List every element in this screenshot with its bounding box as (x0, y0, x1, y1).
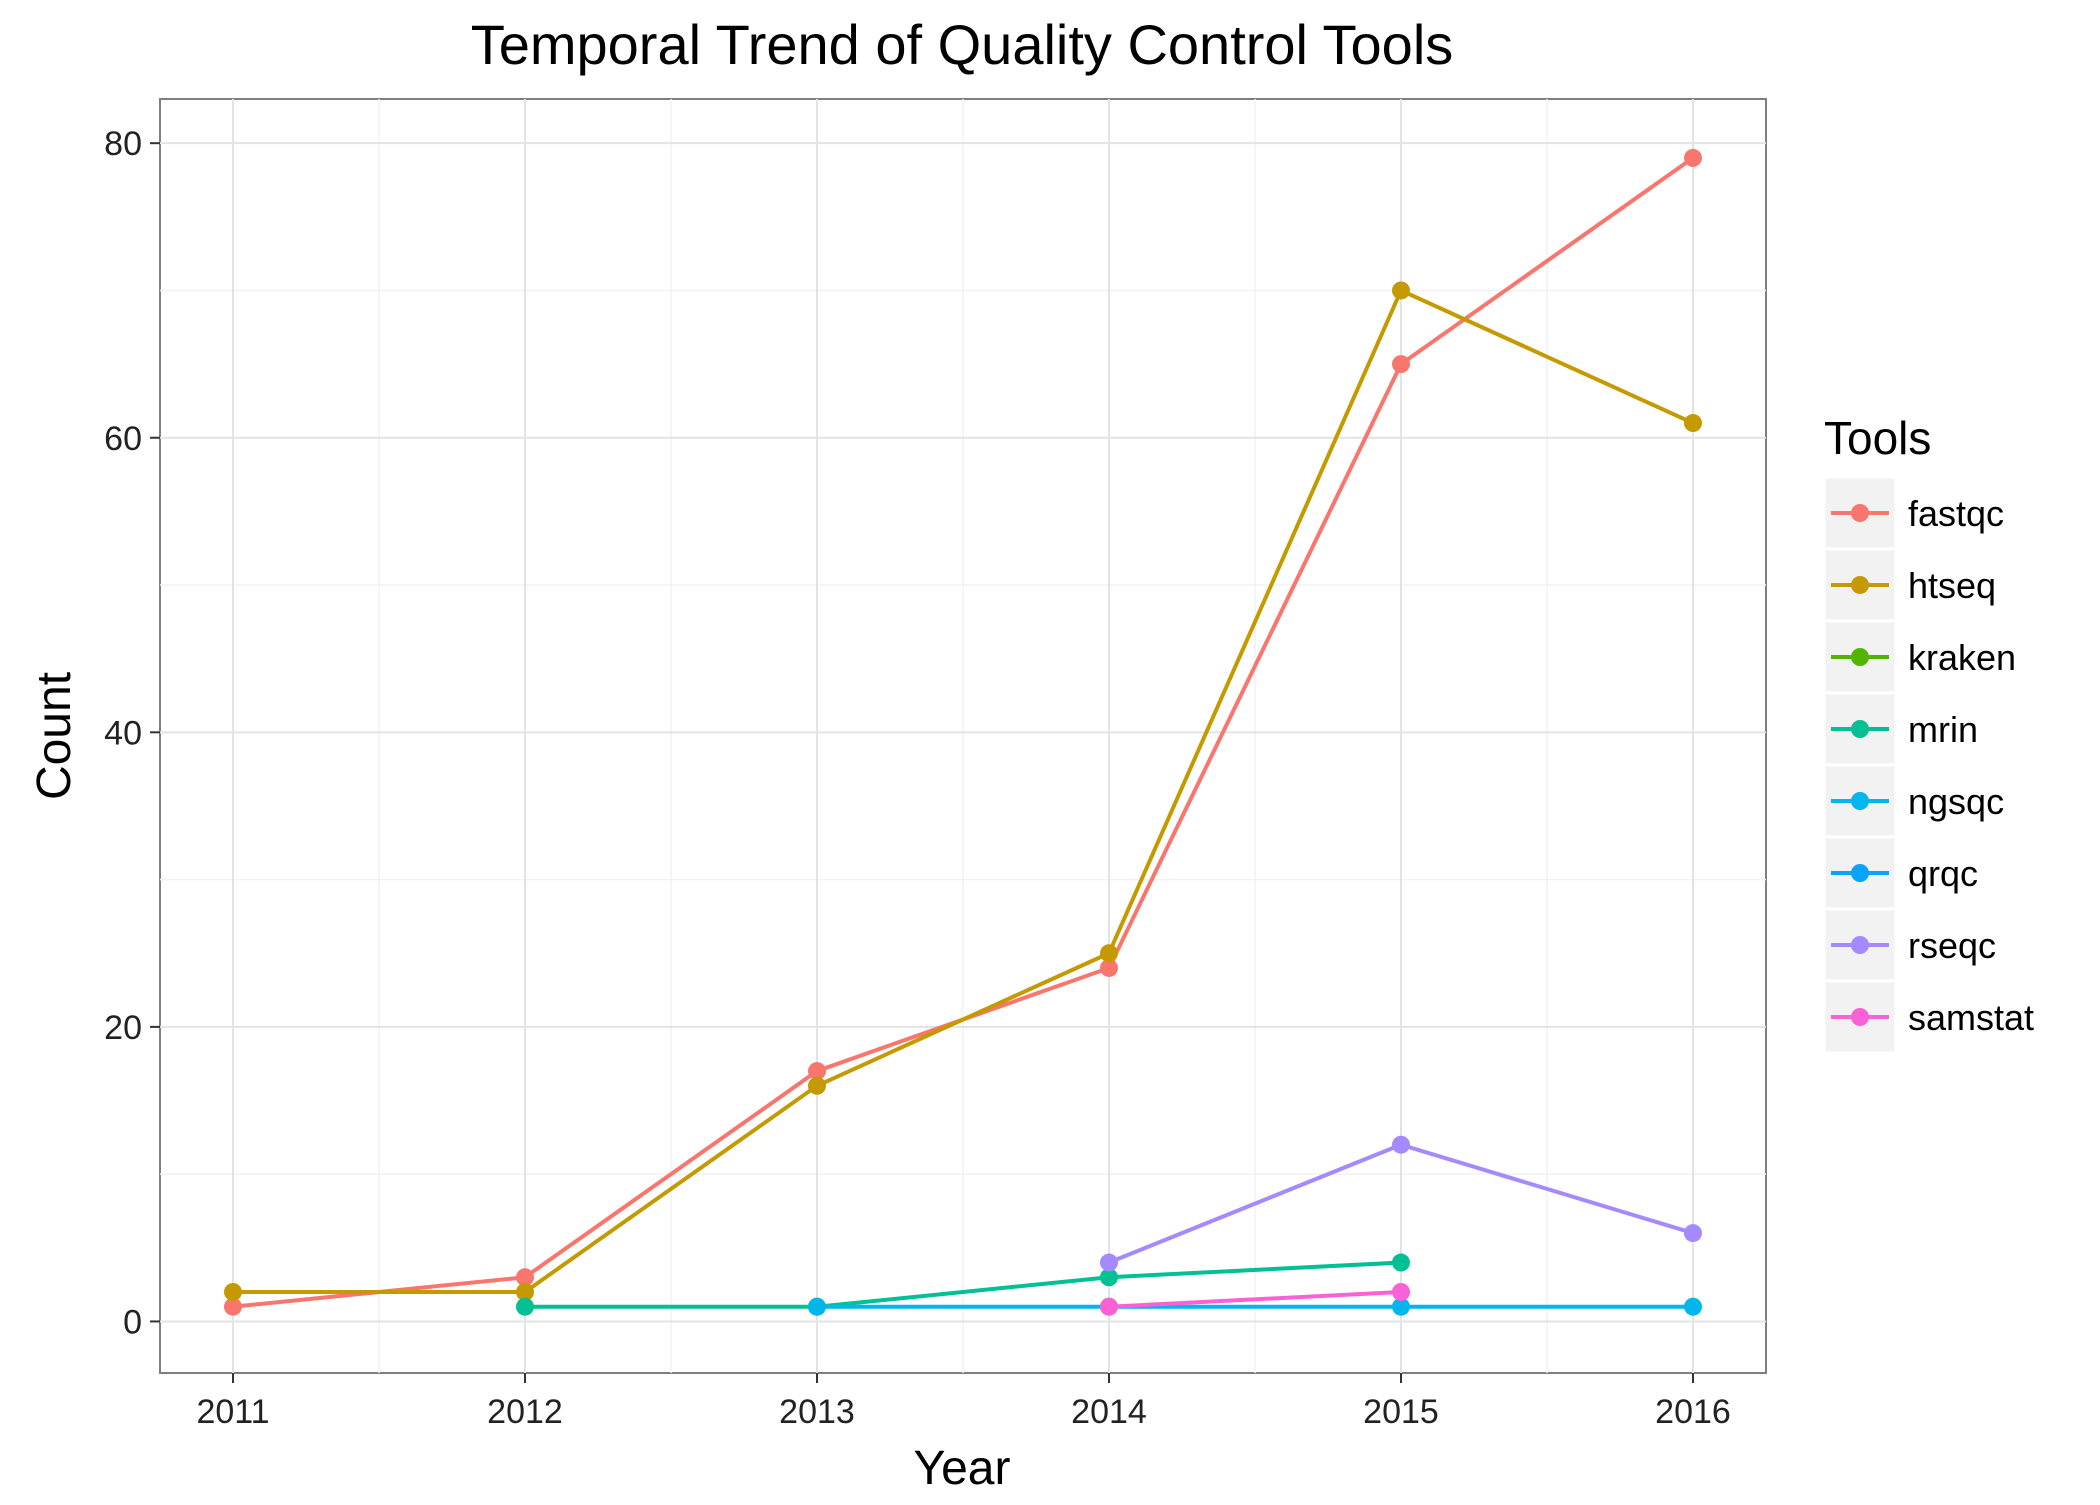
y-axis-title: Count (28, 672, 81, 800)
data-point-samstat (1100, 1297, 1118, 1316)
legend-label-kraken: kraken (1908, 637, 2016, 678)
y-tick-label: 0 (123, 1303, 142, 1341)
data-point-mrin (1100, 1268, 1118, 1287)
y-axis: 0 20 40 60 80 (104, 125, 160, 1341)
data-point-mrin (1392, 1253, 1410, 1272)
x-tick-label: 2012 (487, 1393, 563, 1431)
data-point-fastqc (808, 1062, 826, 1081)
series-points (224, 148, 1702, 1316)
legend-key-point-qrqc (1851, 864, 1869, 882)
grid-major (160, 99, 1766, 1373)
legend-label-ngsqc: ngsqc (1908, 781, 2004, 822)
data-point-htseq (808, 1076, 826, 1095)
legend-label-rseqc: rseqc (1908, 925, 1996, 966)
y-tick-label: 60 (104, 420, 142, 458)
legend-key-point-htseq (1851, 576, 1869, 594)
data-point-fastqc (1392, 355, 1410, 374)
y-tick-label: 20 (104, 1009, 142, 1047)
legend-label-qrqc: qrqc (1908, 853, 1978, 894)
legend-key-point-fastqc (1851, 504, 1869, 522)
x-axis-title: Year (914, 1442, 1011, 1495)
legend-label-fastqc: fastqc (1908, 493, 2004, 534)
data-point-rseqc (1392, 1135, 1410, 1154)
data-point-htseq (1100, 944, 1118, 963)
y-tick-label: 40 (104, 714, 142, 752)
data-point-ngsqc (1684, 1297, 1702, 1316)
legend-key-point-kraken (1851, 648, 1869, 666)
legend-key-point-mrin (1851, 720, 1869, 738)
data-point-mrin (516, 1297, 534, 1316)
x-axis: 2011 2012 2013 2014 2015 2016 (196, 1373, 1731, 1431)
series-line-mrin (525, 1260, 1402, 1309)
data-point-ngsqc (1392, 1297, 1410, 1316)
x-tick-label: 2013 (779, 1393, 855, 1431)
legend-items: fastqc htseq kraken mrin ngsqc qrqc rseqc samst… (1822, 475, 2034, 1055)
data-point-rseqc (1100, 1253, 1118, 1272)
x-tick-label: 2015 (1363, 1393, 1439, 1431)
series-line-samstat (1108, 1289, 1402, 1309)
data-point-fastqc (516, 1268, 534, 1287)
data-point-fastqc (1684, 148, 1702, 167)
legend: Tools fastqc htseq kraken mrin ngsqc qrqc rseq… (1822, 412, 2034, 1055)
legend-key-point-rseqc (1851, 936, 1869, 954)
legend-key-point-samstat (1851, 1008, 1869, 1026)
legend-label-mrin: mrin (1908, 709, 1978, 750)
data-point-fastqc (224, 1297, 242, 1316)
chart-title: Temporal Trend of Quality Control Tools (471, 13, 1454, 76)
series-line-htseq (233, 288, 1694, 1294)
data-point-htseq (1392, 281, 1410, 300)
legend-label-htseq: htseq (1908, 565, 1996, 606)
x-tick-label: 2011 (196, 1393, 269, 1431)
data-point-htseq (516, 1282, 534, 1301)
x-tick-label: 2016 (1655, 1393, 1731, 1431)
data-point-rseqc (1684, 1224, 1702, 1243)
legend-title: Tools (1824, 412, 1931, 464)
y-tick-label: 80 (104, 125, 142, 163)
legend-key-point-ngsqc (1851, 792, 1869, 810)
legend-label-samstat: samstat (1908, 997, 2034, 1038)
data-point-ngsqc (808, 1297, 826, 1316)
data-point-fastqc (1100, 958, 1118, 977)
data-point-htseq (224, 1282, 242, 1301)
data-point-samstat (1392, 1282, 1410, 1301)
data-point-htseq (1684, 414, 1702, 433)
x-tick-label: 2014 (1071, 1393, 1147, 1431)
